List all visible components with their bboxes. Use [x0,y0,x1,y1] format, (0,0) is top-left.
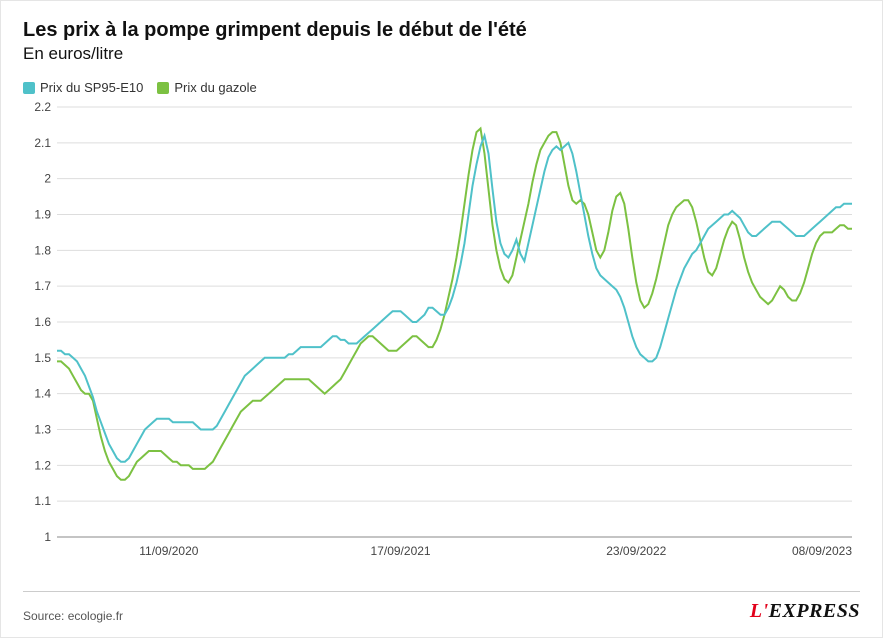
legend-item-sp95: Prix du SP95-E10 [23,80,143,95]
brand-rest: EXPRESS [769,600,860,622]
chart-title: Les prix à la pompe grimpent depuis le d… [23,19,860,42]
svg-text:08/09/2023: 08/09/2023 [792,544,852,558]
svg-text:1.3: 1.3 [34,423,51,437]
brand-logo: L'EXPRESS [750,600,860,623]
svg-text:1.8: 1.8 [34,243,51,257]
legend-label-gazole: Prix du gazole [174,80,256,95]
svg-text:1.9: 1.9 [34,208,51,222]
brand-prefix: L' [750,600,769,622]
chart-subtitle: En euros/litre [23,44,860,64]
chart-footer: Source: ecologie.fr L'EXPRESS [23,591,860,623]
source-label: Source: ecologie.fr [23,609,123,623]
legend-swatch-sp95 [23,82,35,94]
chart-legend: Prix du SP95-E10 Prix du gazole [23,80,860,95]
legend-label-sp95: Prix du SP95-E10 [40,80,143,95]
svg-text:2: 2 [44,172,51,186]
svg-text:1: 1 [44,530,51,544]
chart-card: Les prix à la pompe grimpent depuis le d… [0,0,883,638]
svg-text:1.2: 1.2 [34,458,51,472]
svg-text:1.1: 1.1 [34,494,51,508]
svg-text:17/09/2021: 17/09/2021 [371,544,431,558]
svg-text:2.1: 2.1 [34,136,51,150]
svg-text:11/09/2020: 11/09/2020 [139,544,198,558]
chart-plot-area: 1 1.1 1.2 1.3 1.4 1.5 1.6 1.7 1.8 1.9 2 2.1 2.2 11/09… [23,101,860,583]
legend-swatch-gazole [157,82,169,94]
svg-text:1.5: 1.5 [34,351,51,365]
svg-text:1.4: 1.4 [34,387,51,401]
legend-item-gazole: Prix du gazole [157,80,256,95]
svg-text:1.7: 1.7 [34,279,51,293]
svg-text:2.2: 2.2 [34,101,51,114]
line-chart-svg: 1 1.1 1.2 1.3 1.4 1.5 1.6 1.7 1.8 1.9 2 2.1 2.2 11/09… [23,101,862,561]
svg-text:23/09/2022: 23/09/2022 [606,544,666,558]
svg-text:1.6: 1.6 [34,315,51,329]
